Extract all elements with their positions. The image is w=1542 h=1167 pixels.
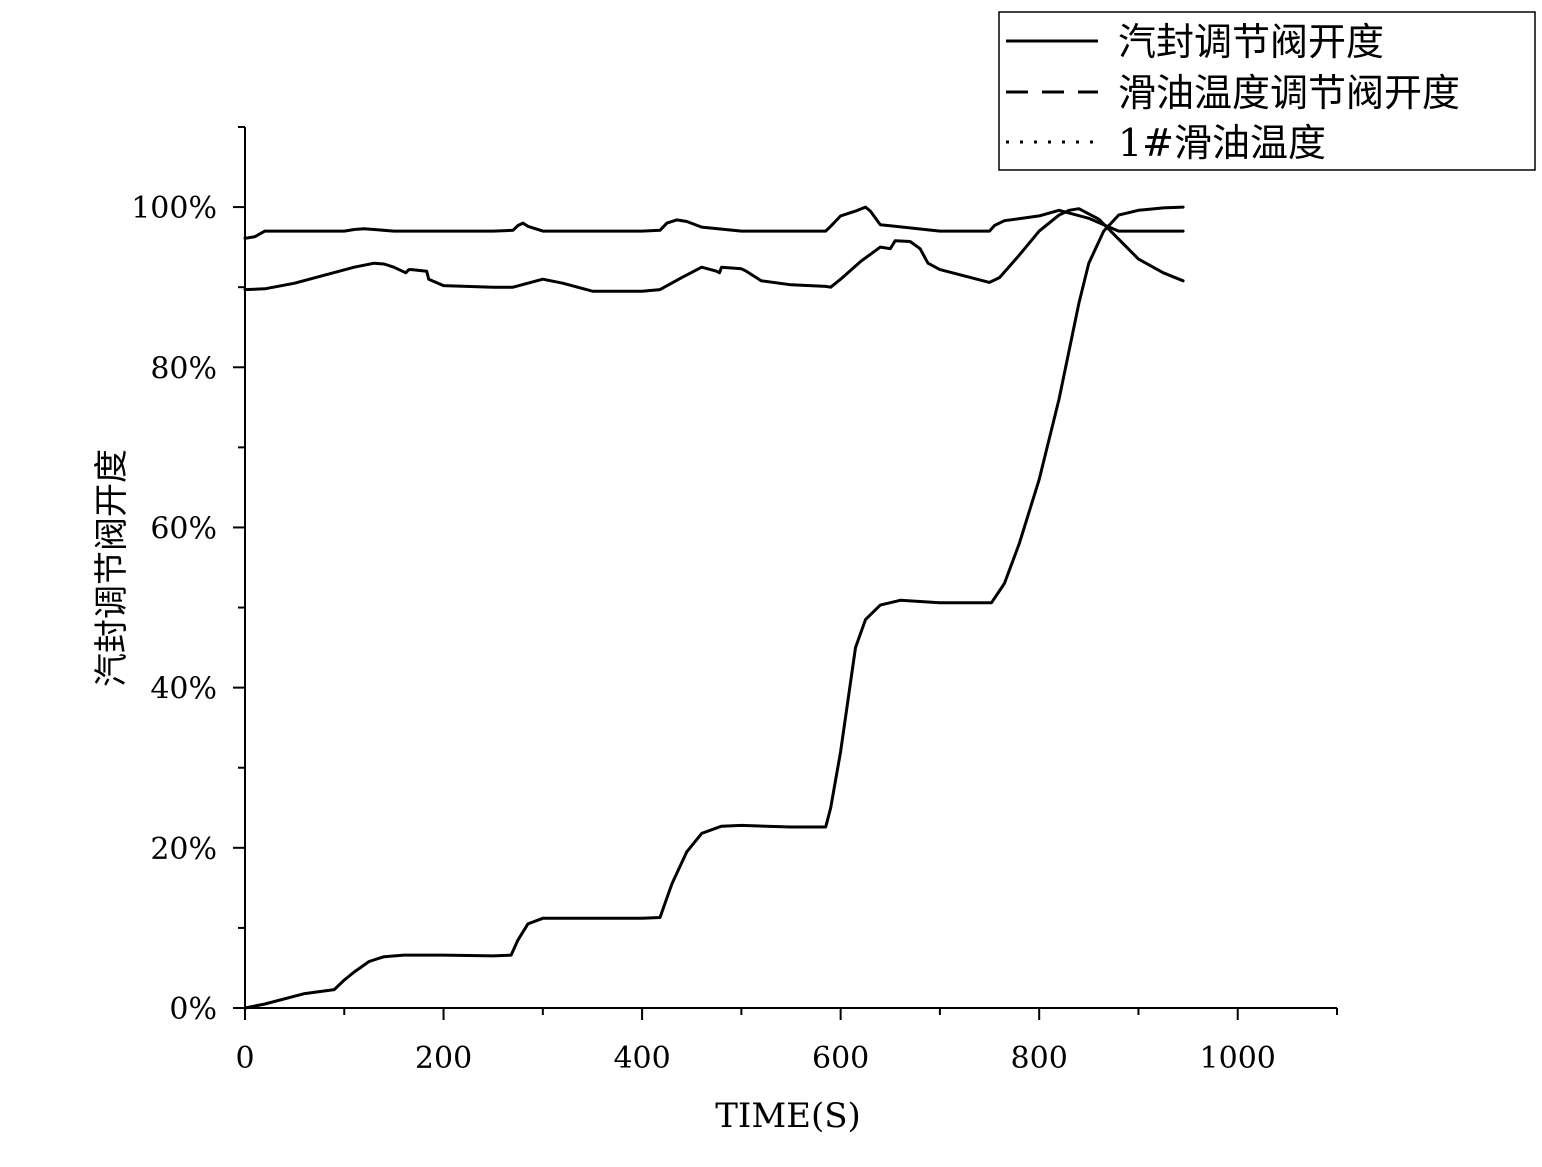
y-axis-ticks: 0% 20% 40% 60% 80% 100% bbox=[131, 126, 245, 1027]
legend-label-series-1: 汽封调节阀开度 bbox=[1118, 20, 1384, 64]
series-layer bbox=[243, 205, 1185, 1010]
legend-label-series-2: 滑油温度调节阀开度 bbox=[1118, 71, 1460, 115]
y-tick-label: 80% bbox=[150, 351, 217, 386]
legend: 汽封调节阀开度 滑油温度调节阀开度 1#滑油温度 bbox=[998, 11, 1536, 171]
y-tick-label: 40% bbox=[150, 672, 217, 707]
x-tick-label: 1000 bbox=[1200, 1041, 1276, 1076]
x-tick-label: 200 bbox=[415, 1041, 472, 1076]
x-tick-label: 800 bbox=[1011, 1041, 1068, 1076]
y-axis-title: 汽封调节阀开度 bbox=[92, 449, 132, 687]
y-tick-label: 0% bbox=[169, 992, 217, 1027]
y-tick-label: 20% bbox=[150, 832, 217, 867]
series-line-1 bbox=[243, 205, 1185, 1010]
x-tick-label: 400 bbox=[613, 1041, 670, 1076]
x-tick-label: 0 bbox=[235, 1041, 254, 1076]
y-tick-label: 60% bbox=[150, 511, 217, 546]
legend-label-series-3: 1#滑油温度 bbox=[1118, 121, 1326, 165]
series-line-2 bbox=[243, 205, 1185, 240]
y-tick-label: 100% bbox=[131, 191, 217, 226]
x-axis-ticks: 0 200 400 600 800 1000 bbox=[235, 1008, 1338, 1076]
x-axis-title: TIME(S) bbox=[715, 1096, 861, 1136]
series-line-3 bbox=[243, 207, 1185, 293]
x-tick-label: 600 bbox=[812, 1041, 869, 1076]
